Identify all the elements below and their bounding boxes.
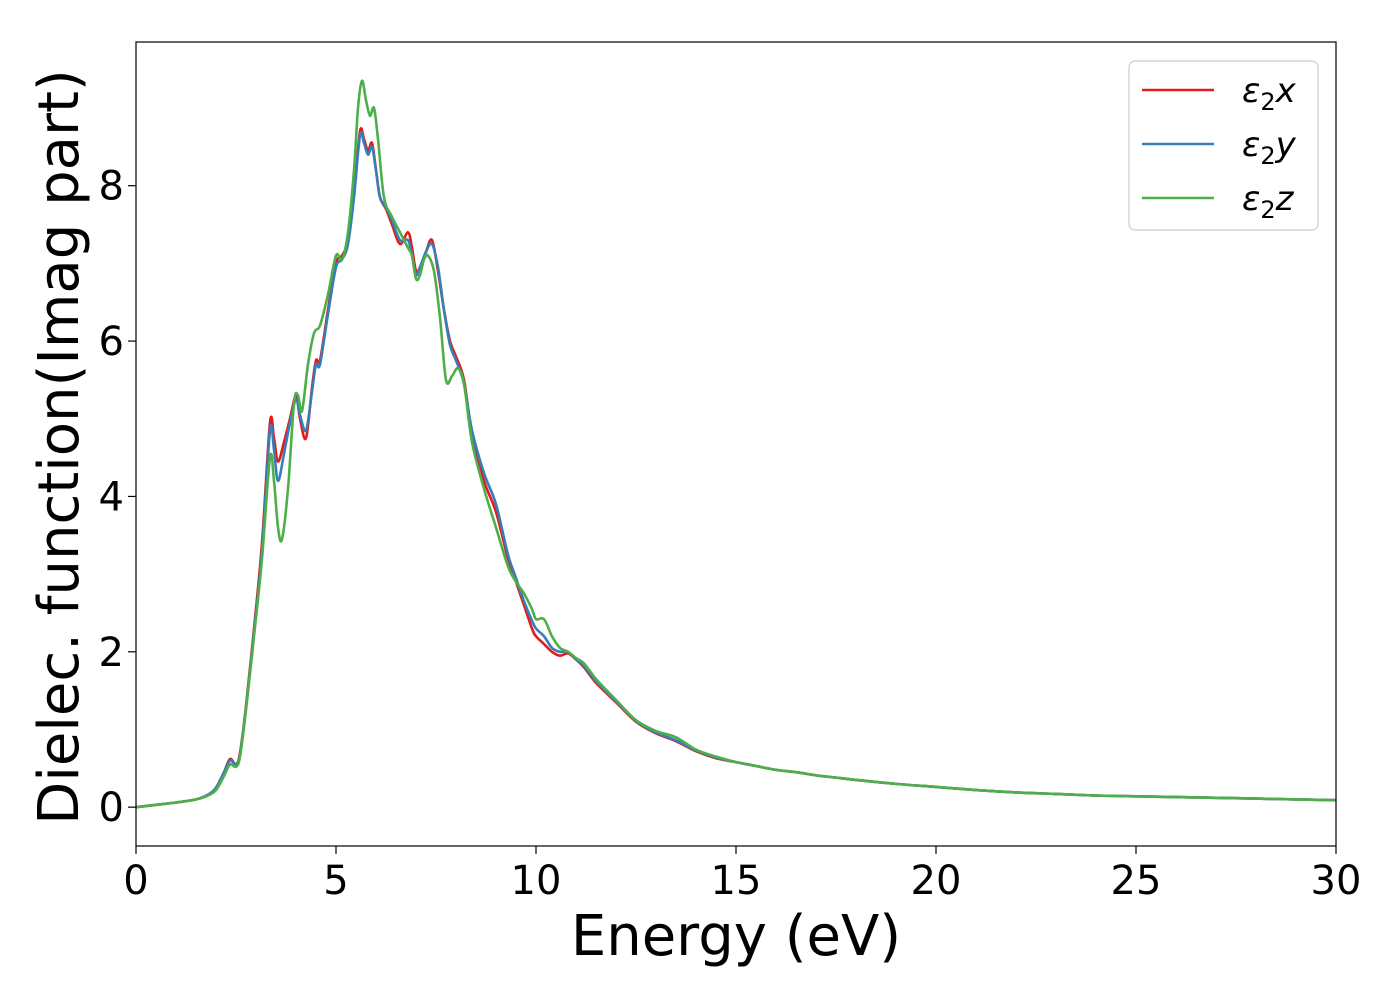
legend-box [1128, 60, 1319, 231]
x-tick-label: 10 [511, 858, 562, 904]
y-tick-label: 2 [99, 630, 124, 676]
x-axis-label: Energy (eV) [571, 904, 901, 969]
legend-label-z: ε2z [1242, 179, 1295, 224]
series-lines [136, 79, 1336, 809]
x-tick-label: 25 [1111, 858, 1162, 904]
x-tick-label: 15 [711, 858, 762, 904]
x-tick-label: 30 [1311, 858, 1362, 904]
x-tick-label: 0 [123, 858, 148, 904]
y-axis-label: Dielec. function(Imag part) [27, 69, 92, 825]
y-axis-ticks: 0 2 4 6 8 [99, 164, 136, 831]
y-tick-label: 6 [99, 319, 124, 365]
y-tick-label: 8 [99, 164, 124, 210]
x-tick-label: 20 [911, 858, 962, 904]
legend-label-x: ε2x [1242, 71, 1297, 116]
legend: ε2x ε2y ε2z [1128, 60, 1319, 231]
x-axis-ticks: 0 5 10 15 20 25 30 [123, 846, 1361, 904]
y-tick-label: 0 [99, 785, 124, 831]
legend-label-y: ε2y [1242, 125, 1297, 170]
x-tick-label: 5 [323, 858, 348, 904]
y-tick-label: 4 [99, 474, 124, 520]
series-line-z [136, 79, 1336, 809]
